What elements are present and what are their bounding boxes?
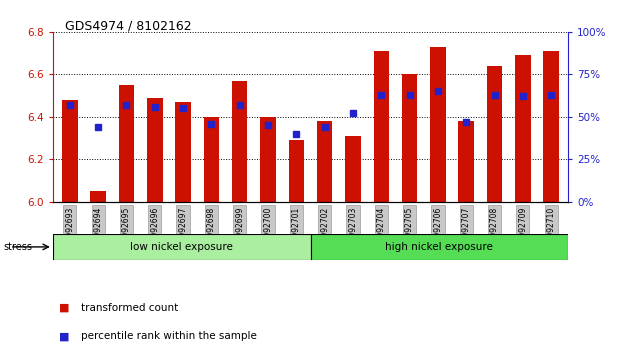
Bar: [232, 81, 248, 202]
Bar: [260, 117, 276, 202]
Bar: [175, 102, 191, 202]
Text: high nickel exposure: high nickel exposure: [386, 242, 493, 252]
Text: low nickel exposure: low nickel exposure: [130, 242, 233, 252]
Bar: [345, 136, 361, 202]
Bar: [458, 121, 474, 202]
Bar: [62, 100, 78, 202]
Bar: [487, 66, 502, 202]
Bar: [147, 98, 163, 202]
Text: transformed count: transformed count: [81, 303, 178, 313]
Bar: [373, 51, 389, 202]
Text: GDS4974 / 8102162: GDS4974 / 8102162: [65, 19, 192, 33]
Text: percentile rank within the sample: percentile rank within the sample: [81, 331, 256, 341]
Bar: [430, 47, 446, 202]
Bar: [289, 140, 304, 202]
Bar: [90, 191, 106, 202]
Text: stress: stress: [3, 242, 32, 252]
Text: ■: ■: [59, 303, 70, 313]
Bar: [204, 117, 219, 202]
Bar: [53, 234, 310, 260]
Bar: [310, 234, 568, 260]
Bar: [119, 85, 134, 202]
Text: ■: ■: [59, 331, 70, 341]
Bar: [515, 55, 531, 202]
Bar: [543, 51, 559, 202]
Bar: [402, 74, 417, 202]
Bar: [317, 121, 332, 202]
